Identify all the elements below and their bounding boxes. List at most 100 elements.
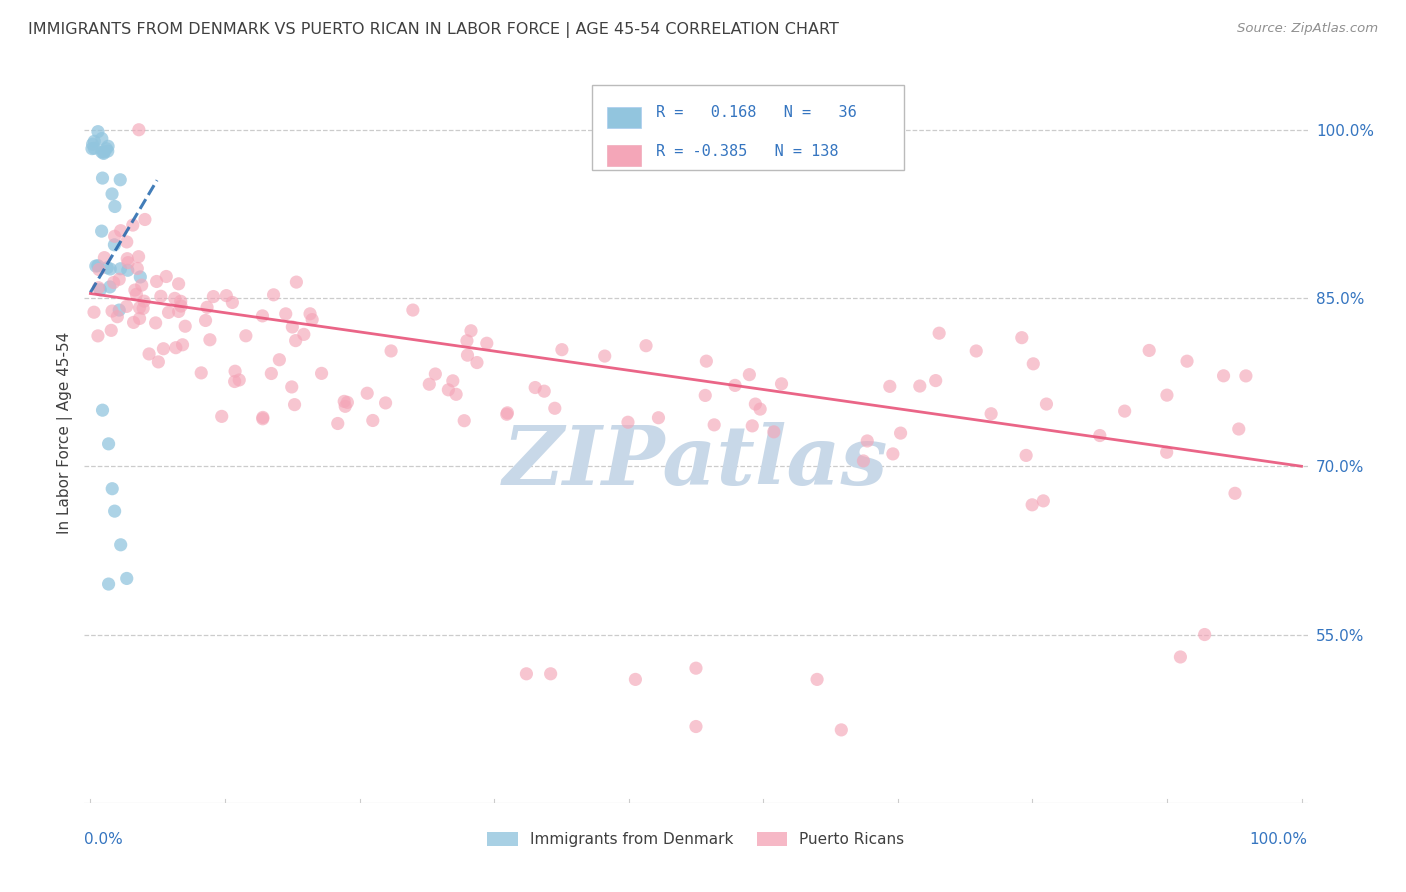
Point: [215, 288, 238, 302]
Point: [738, 368, 761, 382]
Point: [83, 134, 105, 148]
Point: [190, 366, 212, 380]
Point: [465, 355, 488, 369]
Point: [108, 303, 131, 318]
Point: [224, 364, 246, 378]
Point: [105, 310, 128, 324]
Point: [284, 334, 307, 348]
Point: [83, 141, 105, 155]
Point: [128, 311, 150, 326]
Point: [770, 376, 793, 391]
Point: [374, 396, 396, 410]
Point: [460, 324, 482, 338]
Point: [228, 373, 250, 387]
FancyBboxPatch shape: [606, 107, 641, 128]
Point: [83, 305, 105, 319]
Point: [292, 327, 315, 342]
Text: IMMIGRANTS FROM DENMARK VS PUERTO RICAN IN LABOR FORCE | AGE 45-54 CORRELATION C: IMMIGRANTS FROM DENMARK VS PUERTO RICAN …: [28, 22, 839, 38]
Point: [128, 301, 150, 315]
Point: [744, 397, 766, 411]
Point: [221, 295, 243, 310]
Point: [1137, 343, 1160, 358]
Point: [90, 131, 112, 145]
Point: [456, 348, 478, 362]
Point: [695, 388, 717, 402]
Point: [121, 218, 143, 232]
Point: [281, 320, 304, 334]
Point: [87, 259, 110, 273]
Point: [361, 413, 384, 427]
Point: [132, 301, 155, 316]
Point: [96, 142, 118, 156]
Y-axis label: In Labor Force | Age 45-54: In Labor Force | Age 45-54: [58, 332, 73, 533]
Point: [134, 212, 156, 227]
Point: [695, 354, 717, 368]
Point: [647, 410, 669, 425]
Point: [97, 437, 120, 451]
Point: [326, 417, 349, 431]
Point: [90, 224, 112, 238]
Point: [128, 250, 150, 264]
Point: [890, 426, 912, 441]
Point: [104, 199, 127, 213]
Point: [87, 281, 110, 295]
Point: [980, 407, 1002, 421]
Point: [145, 275, 167, 289]
Point: [263, 288, 285, 302]
Point: [103, 276, 125, 290]
Point: [274, 307, 297, 321]
Point: [97, 139, 120, 153]
Point: [551, 343, 574, 357]
Point: [100, 323, 122, 337]
Point: [110, 261, 132, 276]
Point: [132, 294, 155, 309]
Point: [167, 277, 190, 291]
Point: [882, 447, 904, 461]
Point: [965, 343, 987, 358]
Point: [1015, 449, 1038, 463]
Point: [104, 229, 127, 244]
Point: [1022, 357, 1045, 371]
Point: [1156, 445, 1178, 459]
Point: [125, 287, 148, 301]
Point: [87, 262, 110, 277]
Point: [1175, 354, 1198, 368]
Point: [174, 319, 197, 334]
Point: [165, 341, 187, 355]
Point: [685, 661, 707, 675]
Point: [1011, 331, 1033, 345]
Point: [194, 313, 217, 327]
Point: [496, 406, 519, 420]
Point: [301, 312, 323, 326]
Point: [280, 380, 302, 394]
Point: [533, 384, 555, 399]
Point: [928, 326, 950, 341]
FancyBboxPatch shape: [592, 85, 904, 169]
Point: [82, 137, 104, 152]
Point: [425, 367, 447, 381]
Point: [148, 355, 170, 369]
Point: [515, 666, 537, 681]
Point: [540, 666, 562, 681]
Point: [380, 343, 402, 358]
Point: [252, 309, 274, 323]
Point: [593, 349, 616, 363]
Point: [1234, 368, 1257, 383]
Point: [269, 352, 291, 367]
Point: [284, 398, 307, 412]
Point: [122, 315, 145, 329]
Text: Source: ZipAtlas.com: Source: ZipAtlas.com: [1237, 22, 1378, 36]
Point: [89, 283, 111, 297]
Point: [124, 283, 146, 297]
Point: [96, 260, 118, 275]
Point: [444, 387, 467, 401]
Point: [1021, 498, 1043, 512]
Point: [87, 329, 110, 343]
Point: [685, 719, 707, 733]
FancyBboxPatch shape: [606, 145, 641, 166]
Point: [1227, 422, 1250, 436]
Point: [634, 339, 657, 353]
Point: [84, 259, 107, 273]
Point: [98, 262, 121, 277]
Point: [131, 278, 153, 293]
